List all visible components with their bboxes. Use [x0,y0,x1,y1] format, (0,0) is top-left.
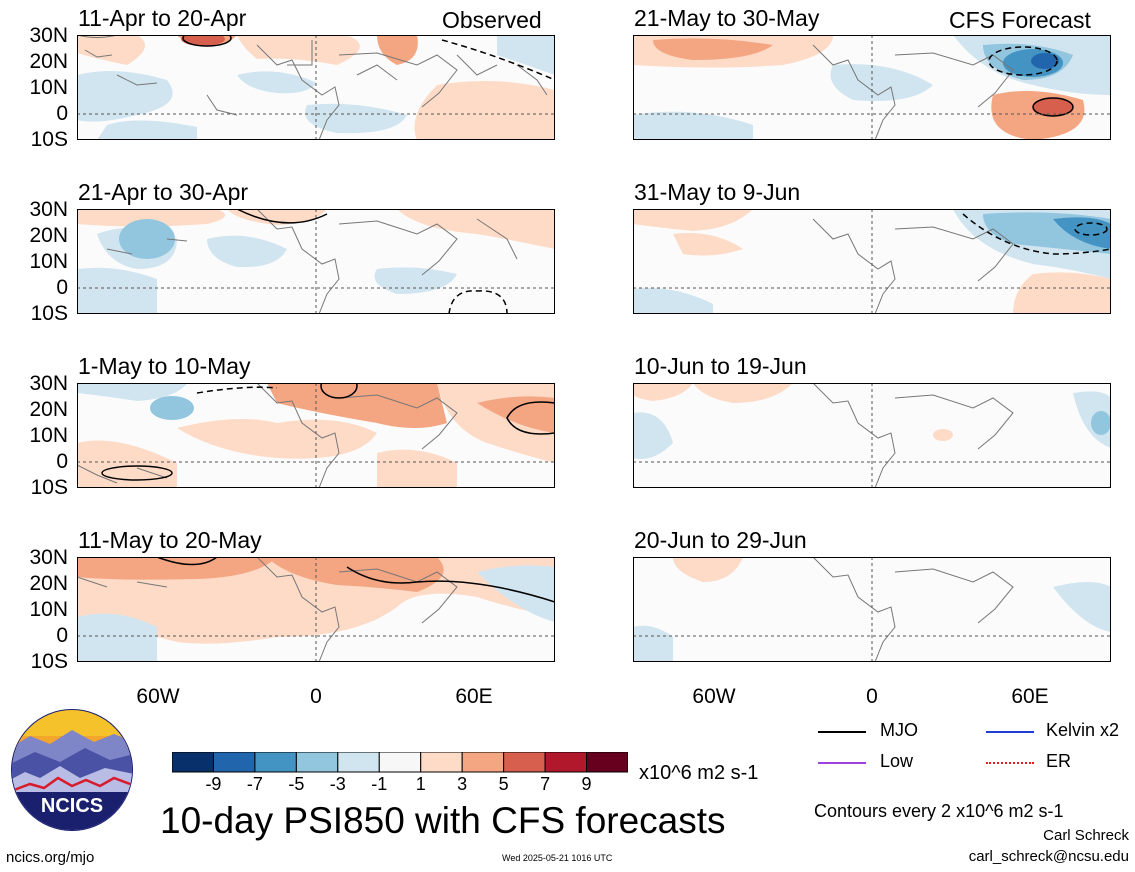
colorbar-tick-label: 3 [457,774,468,794]
contour-note: Contours every 2 x10^6 m2 s-1 [814,801,1064,821]
author-name: Carl Schreck [1043,827,1129,844]
observed-label: Observed [442,7,542,33]
colorbar-swatch [503,752,546,773]
colorbar-units: x10^6 m2 s-1 [639,762,759,784]
lat-0: 0 [56,450,68,473]
colorbar-swatch [461,752,505,773]
map-panel-6 [633,209,1111,314]
lat-30n: 30N [29,372,68,395]
ncics-logo: NCICS [11,709,133,831]
panel-title-6: 31-May to 9-Jun [634,179,801,205]
lat-20n: 20N [29,224,68,247]
colorbar-swatch [337,752,380,773]
panel-title-1: 11-Apr to 20-Apr [78,5,247,31]
panel-title-7: 10-Jun to 19-Jun [634,353,807,379]
colorbar-tick-label: -1 [371,774,388,794]
map-panel-8 [633,557,1111,662]
lat-0: 0 [56,624,68,647]
colorbar-swatch [254,752,297,773]
lon-60w: 60W [136,685,180,708]
lat-10s: 10S [30,650,68,673]
legend-line-low [818,762,866,764]
colorbar-tick-label: -3 [329,774,346,794]
colorbar-swatch [172,752,214,773]
map-panel-3 [77,383,555,488]
panel-title-8: 20-Jun to 29-Jun [634,527,807,553]
legend-label-er: ER [1046,751,1072,771]
colorbar [172,752,628,773]
panel-title-2: 21-Apr to 30-Apr [78,179,249,205]
logo-text: NCICS [41,795,103,817]
map-panel-7 [633,383,1111,488]
panel-title-5: 21-May to 30-May [634,5,820,31]
colorbar-swatch [586,752,628,773]
lat-0: 0 [56,276,68,299]
lat-10s: 10S [30,302,68,325]
colorbar-swatch [378,752,422,773]
map-panel-2 [77,209,555,314]
panel-title-4: 11-May to 20-May [78,527,262,553]
lat-20n: 20N [29,50,68,73]
colorbar-tick-label: -9 [205,774,222,794]
author-email: carl_schreck@ncsu.edu [968,848,1129,865]
lon-0: 0 [310,685,322,708]
lon-60e: 60E [455,685,493,708]
lat-20n: 20N [29,572,68,595]
colorbar-swatch [212,752,256,773]
panel-title-3: 1-May to 10-May [78,353,251,379]
lat-10n: 10N [29,598,68,621]
lon-60w: 60W [692,685,736,708]
colorbar-tick-label: 9 [581,774,592,794]
colorbar-tick-label: -5 [288,774,305,794]
colorbar-tick-label: 7 [540,774,551,794]
lat-10s: 10S [30,476,68,499]
map-panel-5 [633,35,1111,140]
legend-line-er [986,762,1034,764]
colorbar-tick-label: -7 [246,774,263,794]
legend-label-mjo: MJO [880,720,918,740]
lat-10n: 10N [29,76,68,99]
map-panel-4 [77,557,555,662]
legend-label-low: Low [880,751,914,771]
legend-line-kelvin [986,731,1034,733]
legend-line-mjo [818,731,866,733]
footer-url[interactable]: ncics.org/mjo [6,849,95,866]
lon-60e: 60E [1011,685,1049,708]
legend-label-kelvin: Kelvin x2 [1046,720,1120,740]
lat-20n: 20N [29,398,68,421]
colorbar-swatch [544,752,588,773]
forecast-label: CFS Forecast [949,7,1091,33]
map-panel-1 [77,35,555,140]
lon-0: 0 [866,685,878,708]
lat-10s: 10S [30,128,68,151]
timestamp: Wed 2025-05-21 1016 UTC [502,853,613,863]
colorbar-swatch [295,752,339,773]
main-title: 10-day PSI850 with CFS forecasts [160,800,726,841]
lat-30n: 30N [29,546,68,569]
lat-30n: 30N [29,24,68,47]
colorbar-tick-label: 1 [415,774,426,794]
lat-0: 0 [56,102,68,125]
colorbar-tick-label: 5 [498,774,509,794]
lat-30n: 30N [29,198,68,221]
lat-10n: 10N [29,424,68,447]
lat-10n: 10N [29,250,68,273]
colorbar-swatch [420,752,463,773]
